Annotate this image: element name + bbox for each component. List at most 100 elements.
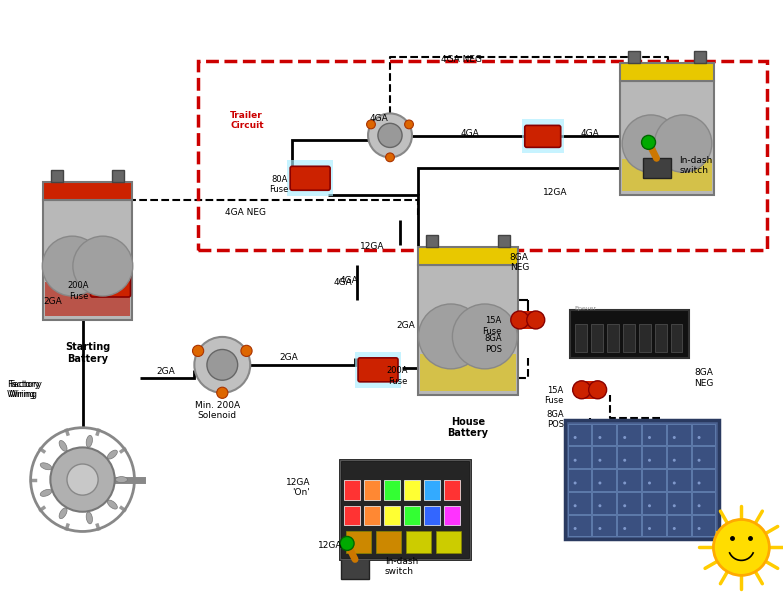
Circle shape: [655, 115, 712, 172]
Bar: [404, 506, 420, 526]
Bar: [627, 50, 640, 62]
Text: 12GA
'On': 12GA 'On': [285, 478, 310, 497]
Circle shape: [194, 337, 250, 393]
Bar: [593, 492, 616, 514]
Text: 8GA
NEG: 8GA NEG: [695, 368, 714, 388]
Bar: [670, 324, 683, 352]
Circle shape: [574, 459, 576, 462]
Bar: [364, 479, 380, 500]
Bar: [522, 119, 564, 154]
Circle shape: [673, 436, 676, 439]
Text: 4GA: 4GA: [460, 130, 479, 139]
Circle shape: [698, 481, 701, 484]
Bar: [619, 80, 714, 195]
Text: 200A
Fuse: 200A Fuse: [67, 281, 89, 301]
Text: 4GA: 4GA: [339, 275, 358, 284]
Bar: [424, 506, 440, 526]
Bar: [88, 267, 133, 303]
Text: Min. 200A
Solenoid: Min. 200A Solenoid: [194, 401, 240, 420]
Bar: [340, 460, 470, 559]
Circle shape: [698, 504, 701, 507]
Text: 8GA
POS: 8GA POS: [485, 334, 502, 353]
Circle shape: [623, 504, 626, 507]
Circle shape: [589, 381, 607, 399]
Bar: [642, 492, 666, 514]
Circle shape: [598, 481, 601, 484]
Bar: [575, 324, 586, 352]
Text: 2GA: 2GA: [279, 353, 298, 362]
Text: 15A
Fuse: 15A Fuse: [544, 386, 564, 406]
Circle shape: [648, 436, 651, 439]
Circle shape: [216, 387, 228, 398]
Text: Epever: Epever: [575, 306, 597, 311]
Bar: [643, 158, 670, 178]
Ellipse shape: [59, 508, 67, 518]
Bar: [568, 424, 591, 445]
Bar: [340, 460, 470, 559]
Circle shape: [574, 436, 576, 439]
Bar: [341, 559, 369, 580]
Bar: [590, 324, 603, 352]
Text: In-dash
switch: In-dash switch: [385, 557, 418, 576]
Bar: [619, 62, 714, 80]
Bar: [344, 506, 360, 526]
Circle shape: [67, 464, 98, 495]
Bar: [570, 310, 689, 358]
Bar: [406, 532, 431, 553]
Bar: [287, 160, 333, 196]
Circle shape: [623, 459, 626, 462]
Circle shape: [648, 481, 651, 484]
Circle shape: [698, 527, 701, 530]
Bar: [436, 532, 461, 553]
Text: 4GA NEG: 4GA NEG: [441, 55, 482, 64]
Text: House
Battery: House Battery: [448, 417, 488, 439]
Circle shape: [698, 459, 701, 462]
Ellipse shape: [86, 512, 93, 524]
Bar: [638, 324, 651, 352]
Text: 200A
Fuse: 200A Fuse: [387, 366, 408, 386]
Bar: [384, 479, 400, 500]
Bar: [198, 61, 768, 250]
Circle shape: [511, 311, 528, 329]
Bar: [691, 469, 716, 491]
Text: 80A
Fuse: 80A Fuse: [269, 175, 289, 194]
Bar: [617, 515, 641, 536]
Circle shape: [574, 527, 576, 530]
Bar: [593, 515, 616, 536]
Circle shape: [73, 236, 132, 296]
Text: 8GA
NEG: 8GA NEG: [510, 253, 529, 272]
Circle shape: [673, 504, 676, 507]
Circle shape: [193, 345, 204, 356]
Bar: [426, 235, 438, 247]
Bar: [593, 424, 616, 445]
Bar: [667, 424, 691, 445]
Bar: [568, 446, 591, 468]
Bar: [667, 515, 691, 536]
Circle shape: [207, 349, 238, 380]
Circle shape: [378, 124, 402, 148]
FancyBboxPatch shape: [290, 166, 330, 190]
Text: In-dash
switch: In-dash switch: [680, 155, 713, 175]
FancyBboxPatch shape: [358, 358, 398, 382]
Circle shape: [623, 481, 626, 484]
Bar: [346, 532, 371, 553]
Ellipse shape: [40, 490, 52, 496]
Bar: [355, 352, 401, 388]
Circle shape: [340, 536, 354, 550]
Bar: [667, 492, 691, 514]
Circle shape: [623, 527, 626, 530]
Bar: [655, 324, 666, 352]
Bar: [667, 446, 691, 468]
Text: 4GA: 4GA: [333, 278, 352, 287]
Circle shape: [598, 459, 601, 462]
FancyBboxPatch shape: [90, 273, 130, 297]
FancyBboxPatch shape: [524, 125, 561, 148]
Bar: [444, 479, 460, 500]
Bar: [444, 506, 460, 526]
Bar: [617, 424, 641, 445]
Circle shape: [698, 436, 701, 439]
Text: 2GA: 2GA: [44, 298, 63, 307]
Ellipse shape: [59, 440, 67, 451]
Ellipse shape: [40, 463, 52, 470]
Bar: [642, 446, 666, 468]
